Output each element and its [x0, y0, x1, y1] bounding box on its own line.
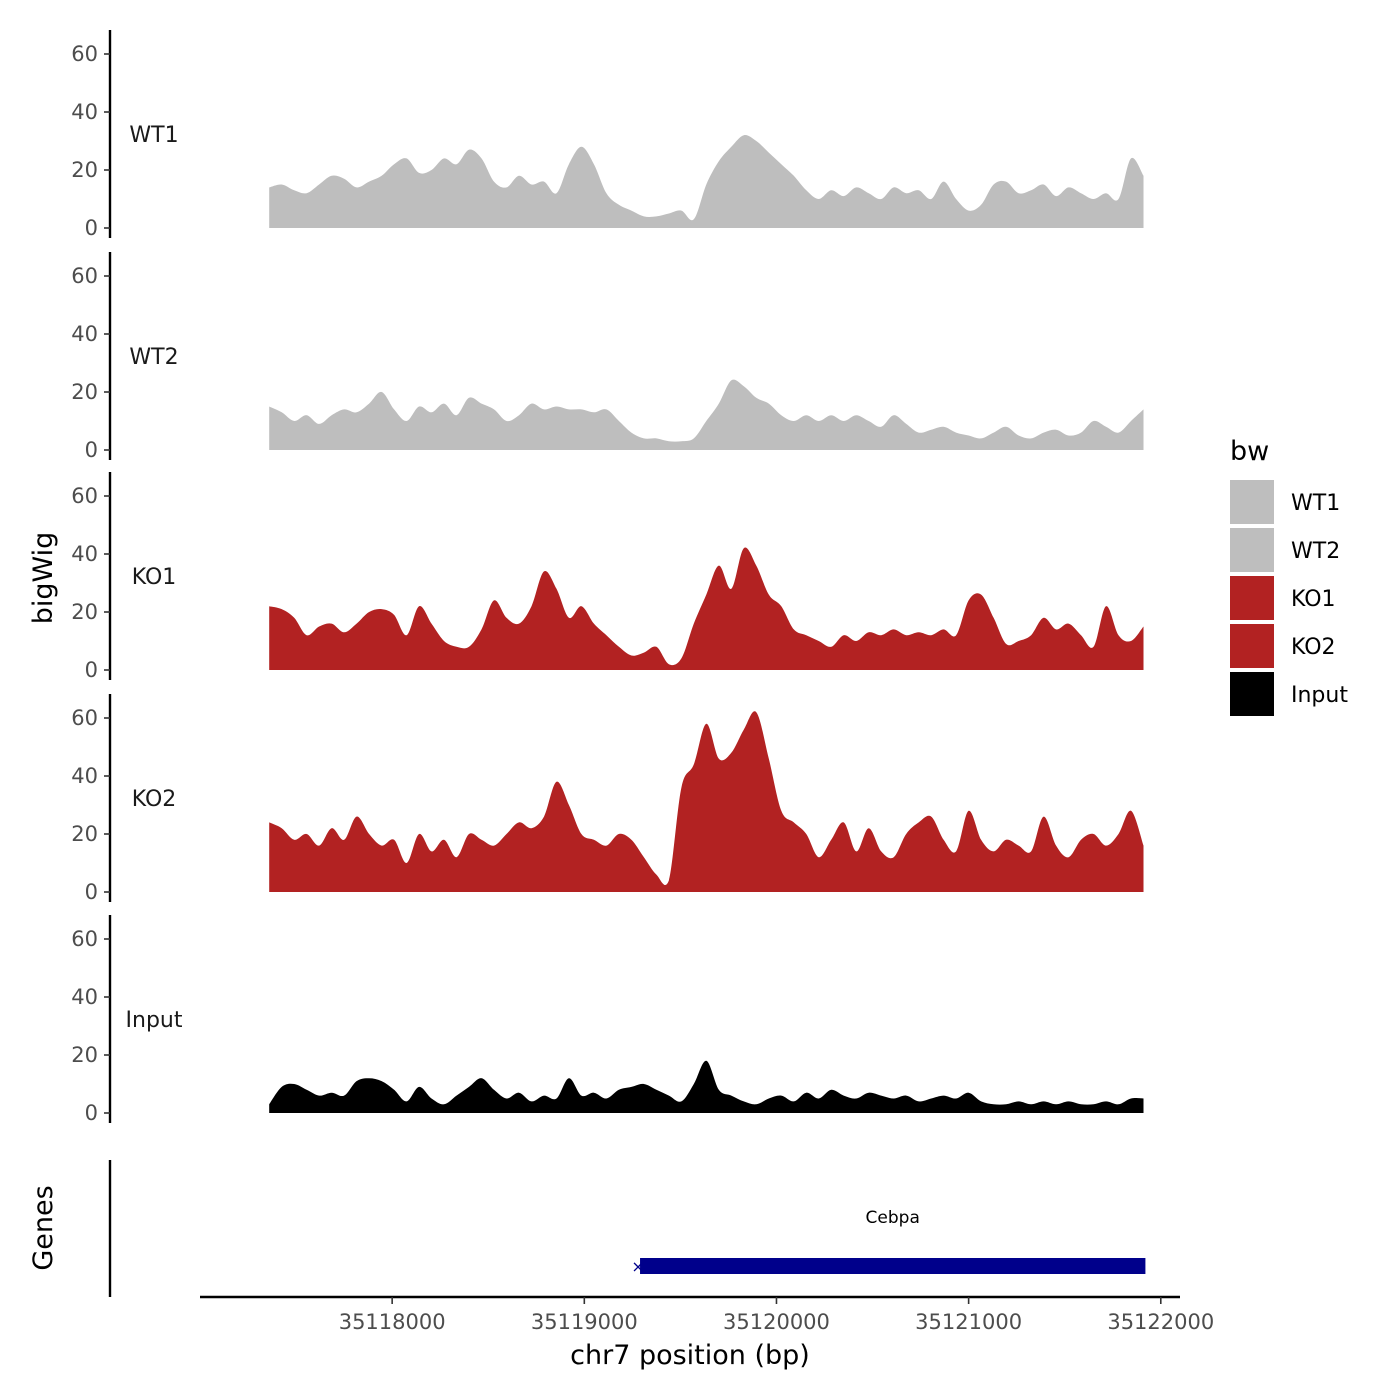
y-tick-label-ko1-60: 60 — [71, 484, 98, 508]
genes-track: × Cebpa — [108, 1160, 1146, 1297]
legend-label-wt2: WT2 — [1291, 539, 1340, 564]
genes-axis-title: Genes — [28, 1185, 59, 1270]
y-axis-title: bigWig — [28, 532, 59, 625]
x-tick-label-35120000: 35120000 — [723, 1310, 830, 1334]
track-label-input: Input — [126, 1008, 183, 1033]
y-tick-label-ko1-40: 40 — [71, 542, 98, 566]
area-input — [269, 1060, 1144, 1113]
y-tick-label-wt1-20: 20 — [71, 158, 98, 182]
gene-label-cebpa: Cebpa — [866, 1208, 920, 1228]
y-tick-label-input-20: 20 — [71, 1043, 98, 1067]
gene-body-cebpa — [640, 1258, 1146, 1274]
area-wt1 — [269, 135, 1144, 228]
x-axis: 35118000 35119000 35120000 35121000 35122000 — [200, 1295, 1214, 1334]
y-tick-label-wt2-60: 60 — [71, 264, 98, 288]
legend-swatch-ko2 — [1230, 624, 1274, 668]
x-tick-label-35118000: 35118000 — [339, 1310, 446, 1334]
y-tick-label-input-0: 0 — [85, 1101, 98, 1125]
legend-swatch-wt2 — [1230, 528, 1274, 572]
y-tick-label-wt1-40: 40 — [71, 100, 98, 124]
track-label-wt1: WT1 — [129, 123, 178, 148]
x-tick-label-35122000: 35122000 — [1107, 1310, 1214, 1334]
legend-label-ko1: KO1 — [1291, 587, 1336, 612]
legend-label-wt1: WT1 — [1291, 491, 1340, 516]
track-ko1: 0 20 40 60 KO1 — [71, 472, 1144, 682]
y-tick-label-wt1-0: 0 — [85, 216, 98, 240]
area-ko2 — [269, 711, 1144, 892]
x-axis-title: chr7 position (bp) — [570, 1340, 810, 1371]
area-ko1 — [269, 547, 1144, 670]
y-tick-label-wt2-0: 0 — [85, 438, 98, 462]
legend-title: bw — [1230, 436, 1269, 467]
x-tick-label-35119000: 35119000 — [531, 1310, 638, 1334]
y-tick-label-ko1-20: 20 — [71, 600, 98, 624]
track-wt1: 0 20 40 60 WT1 — [71, 30, 1144, 240]
legend-swatch-input — [1230, 672, 1274, 716]
legend-swatch-wt1 — [1230, 480, 1274, 524]
y-tick-label-ko1-0: 0 — [85, 658, 98, 682]
track-ko2: 0 20 40 60 KO2 — [71, 694, 1144, 904]
y-tick-label-ko2-20: 20 — [71, 822, 98, 846]
area-wt2 — [269, 379, 1144, 450]
legend-label-ko2: KO2 — [1291, 635, 1336, 660]
track-label-ko1: KO1 — [132, 565, 177, 590]
y-tick-label-ko2-60: 60 — [71, 706, 98, 730]
y-tick-label-wt1-60: 60 — [71, 42, 98, 66]
y-tick-label-ko2-40: 40 — [71, 764, 98, 788]
legend-label-input: Input — [1291, 683, 1348, 708]
bigwig-tracks: 0 20 40 60 WT1 0 20 40 60 WT2 0 20 40 60 KO1 0 20 40 60 KO2… — [71, 30, 1144, 1125]
y-tick-label-wt2-20: 20 — [71, 380, 98, 404]
y-tick-label-ko2-0: 0 — [85, 880, 98, 904]
gene-strand-marker-cebpa: × — [631, 1257, 644, 1276]
track-label-wt2: WT2 — [129, 345, 178, 370]
track-wt2: 0 20 40 60 WT2 — [71, 252, 1144, 462]
track-input: 0 20 40 60 Input — [71, 915, 1144, 1125]
y-tick-label-input-60: 60 — [71, 927, 98, 951]
legend-swatch-ko1 — [1230, 576, 1274, 620]
legend: bw WT1 WT2 KO1 KO2 Input — [1230, 436, 1348, 716]
track-label-ko2: KO2 — [132, 787, 177, 812]
y-tick-label-input-40: 40 — [71, 985, 98, 1009]
x-tick-label-35121000: 35121000 — [915, 1310, 1022, 1334]
y-tick-label-wt2-40: 40 — [71, 322, 98, 346]
